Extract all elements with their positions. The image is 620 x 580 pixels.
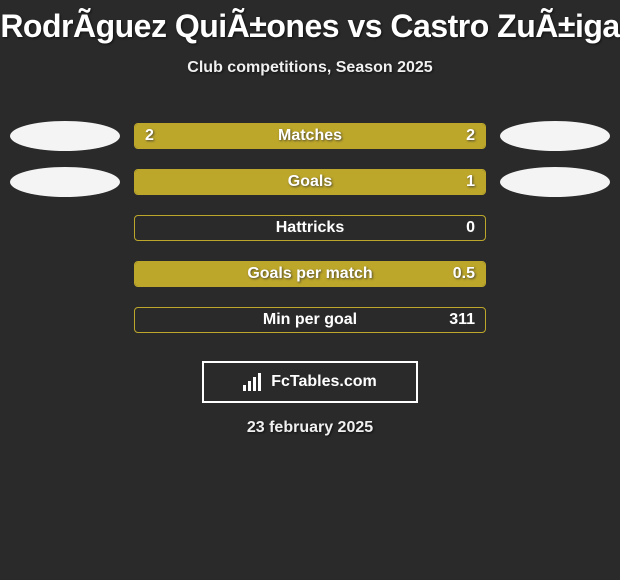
bar-fill-left (135, 262, 485, 286)
stat-row: Goals 1 (0, 159, 620, 205)
date-text: 23 february 2025 (0, 419, 620, 437)
logo-text: FcTables.com (271, 373, 377, 391)
stat-bar: 2 Matches 2 (134, 123, 486, 149)
stat-bar: Min per goal 311 (134, 307, 486, 333)
logo-box[interactable]: FcTables.com (202, 361, 418, 403)
bar-fill-right (135, 216, 485, 240)
stat-row: Hattricks 0 (0, 205, 620, 251)
stat-row: 2 Matches 2 (0, 113, 620, 159)
left-oval-icon (10, 121, 120, 151)
stat-row: Goals per match 0.5 (0, 251, 620, 297)
left-oval-icon (10, 167, 120, 197)
bar-fill-right (135, 308, 485, 332)
right-oval-icon (500, 167, 610, 197)
page-subtitle: Club competitions, Season 2025 (0, 59, 620, 77)
right-oval-icon (500, 121, 610, 151)
stat-bar: Goals per match 0.5 (134, 261, 486, 287)
page-title: RodrÃ­guez QuiÃ±ones vs Castro ZuÃ±iga (0, 0, 620, 45)
stat-bar: Hattricks 0 (134, 215, 486, 241)
bar-fill-left (135, 170, 485, 194)
stat-bar: Goals 1 (134, 169, 486, 195)
stat-row: Min per goal 311 (0, 297, 620, 343)
stat-rows: 2 Matches 2 Goals 1 (0, 113, 620, 343)
bar-fill-left (135, 124, 310, 148)
bar-fill-right (310, 124, 485, 148)
comparison-widget: RodrÃ­guez QuiÃ±ones vs Castro ZuÃ±iga C… (0, 0, 620, 580)
barchart-icon (243, 373, 265, 391)
